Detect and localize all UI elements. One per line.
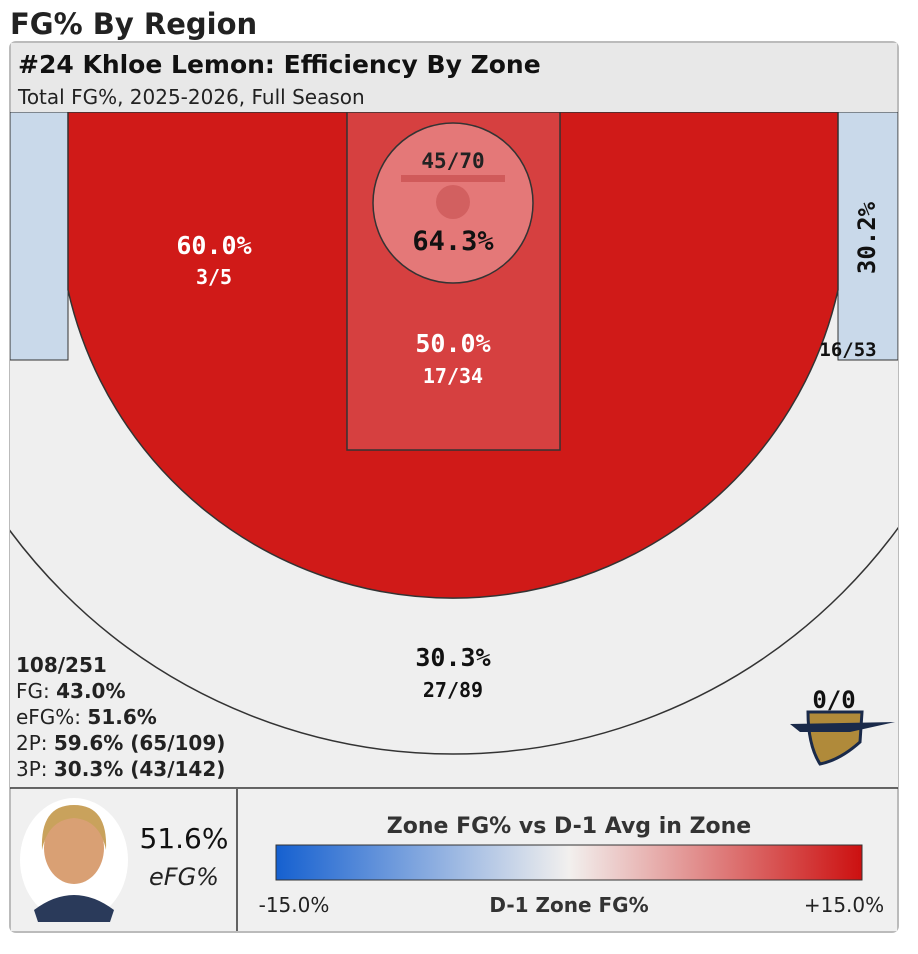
legend-title: Zone FG% vs D-1 Avg in Zone (387, 814, 751, 839)
zone-shots: 16/53 (819, 339, 876, 361)
zone-shots: 3/5 (196, 265, 232, 289)
stat-label: 3P: (16, 757, 48, 781)
court (10, 112, 898, 788)
page-title: FG% By Region (10, 7, 257, 41)
zone-shots: 0/0 (812, 686, 855, 714)
card-header (11, 43, 897, 112)
chart-title: #24 Khloe Lemon: Efficiency By Zone (18, 50, 541, 79)
legend-min: -15.0% (259, 893, 330, 917)
zone-pct: 30.3% (415, 643, 490, 672)
color-scale (275, 844, 863, 881)
player-efg: 51.6% (140, 822, 229, 855)
stat-value: 43.0% (56, 679, 125, 703)
player-efg-label: eFG% (149, 863, 219, 891)
stat-label: eFG%: (16, 705, 81, 729)
zone-shots: 27/89 (423, 678, 483, 702)
player-photo (20, 798, 128, 922)
zone-pct: 50.0% (415, 329, 490, 358)
stat-value: 30.3% (43/142) (54, 757, 226, 781)
summary-total: 108/251 (16, 653, 107, 677)
summary-row: 2P: 59.6% (65/109) (16, 731, 225, 755)
zone-shots: 17/34 (423, 364, 483, 388)
legend-max: +15.0% (804, 893, 884, 917)
summary-row: eFG%: 51.6% (16, 705, 157, 729)
zone-shots: 45/70 (421, 149, 484, 173)
summary-row: FG: 43.0% (16, 679, 126, 703)
stat-value: 59.6% (65/109) (54, 731, 226, 755)
chart-subtitle: Total FG%, 2025-2026, Full Season (17, 85, 365, 109)
stat-label: 2P: (16, 731, 48, 755)
zone-pct: 30.2% (853, 201, 881, 274)
team-logo (790, 710, 895, 766)
zone-pct: 64.3% (412, 226, 494, 257)
stat-value: 51.6% (87, 705, 156, 729)
zone-pct: 60.0% (176, 231, 251, 260)
stat-label: FG: (16, 679, 50, 703)
summary-row: 3P: 30.3% (43/142) (16, 757, 225, 781)
summary: 108/251 FG: 43.0% eFG%: 51.6% 2P: 59.6% … (16, 653, 225, 781)
legend-axis-label: D-1 Zone FG% (489, 893, 648, 917)
